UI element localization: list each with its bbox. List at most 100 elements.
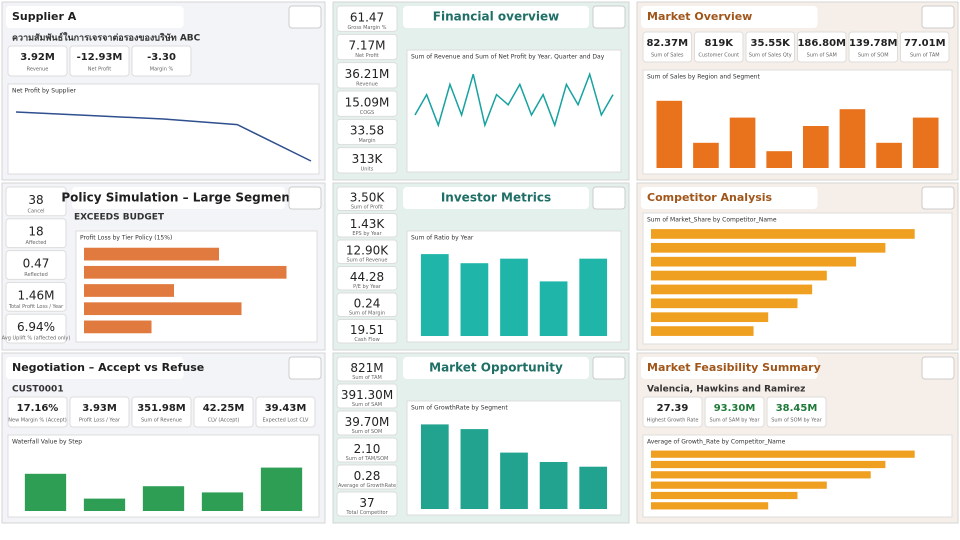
kpi-label: Revenue bbox=[356, 81, 378, 87]
kpi-card bbox=[642, 396, 703, 428]
kpi-label: Total Profit Loss / Year bbox=[8, 304, 64, 310]
kpi-value: 15.09M bbox=[345, 95, 390, 109]
kpi-value: 3.93M bbox=[82, 403, 117, 414]
bar bbox=[693, 142, 719, 168]
kpi-label: Sum of Margin bbox=[349, 310, 385, 316]
panel-subtitle: ความสัมพันธ์ในการเจรจาต่อรองของบริษัท AB… bbox=[12, 32, 201, 44]
panel-title: Market Opportunity bbox=[429, 361, 563, 375]
kpi-label: Sum of Revenue bbox=[141, 418, 182, 424]
kpi-value: 821M bbox=[350, 361, 383, 375]
bar bbox=[539, 281, 568, 336]
kpi-card bbox=[7, 45, 68, 77]
chart-card bbox=[406, 49, 622, 173]
kpi-value: -12.93M bbox=[77, 52, 123, 63]
kpi-label: Sum of SAM by Year bbox=[709, 418, 760, 424]
bar bbox=[729, 117, 756, 168]
kpi-label: Gross Margin % bbox=[347, 25, 386, 31]
kpi-label: Margin bbox=[358, 138, 375, 144]
kpi-value: 44.28 bbox=[350, 270, 384, 284]
kpi-value: 38.45M bbox=[776, 403, 818, 414]
panel-subtitle: EXCEEDS BUDGET bbox=[74, 213, 165, 223]
kpi-value: 18 bbox=[28, 225, 43, 239]
bar bbox=[766, 151, 793, 168]
bar bbox=[651, 502, 769, 510]
kpi-label: CLV (Accept) bbox=[208, 418, 240, 424]
bar bbox=[83, 498, 126, 511]
kpi-value: 1.43K bbox=[350, 217, 386, 231]
panel-title: Negotiation – Accept vs Refuse bbox=[12, 361, 204, 374]
title-bar bbox=[403, 187, 589, 209]
icon-box bbox=[592, 5, 626, 29]
bar bbox=[656, 100, 683, 168]
kpi-label: New Margin % (Accept) bbox=[8, 418, 66, 424]
title-bar bbox=[403, 357, 589, 379]
kpi-card bbox=[69, 396, 130, 428]
panel-title: Supplier A bbox=[12, 10, 77, 23]
icon-box bbox=[921, 356, 955, 380]
kpi-value: 27.39 bbox=[657, 403, 689, 414]
kpi-card bbox=[642, 31, 692, 63]
kpi-value: 0.28 bbox=[354, 469, 381, 483]
kpi-card bbox=[5, 250, 67, 280]
icon-box bbox=[288, 5, 322, 29]
chart-title: Average of Growth_Rate by Competitor_Nam… bbox=[647, 439, 786, 446]
bar bbox=[84, 265, 287, 279]
kpi-value: 77.01M bbox=[904, 38, 946, 49]
kpi-label: Sum of SAM bbox=[352, 402, 382, 408]
kpi-card bbox=[69, 45, 130, 77]
kpi-label: Sum of SOM bbox=[858, 53, 889, 59]
kpi-card bbox=[336, 437, 398, 463]
bar bbox=[651, 256, 857, 267]
kpi-label: Sum of SOM by Year bbox=[771, 418, 822, 424]
kpi-label: P/E by Year bbox=[353, 284, 382, 290]
kpi-card bbox=[336, 410, 398, 436]
title-bar bbox=[641, 357, 818, 379]
bar bbox=[84, 320, 152, 334]
chart-title: Sum of Ratio by Year bbox=[411, 235, 474, 242]
bar bbox=[876, 142, 902, 168]
kpi-value: 3.92M bbox=[20, 52, 55, 63]
bar bbox=[651, 491, 798, 500]
title-bar bbox=[641, 187, 818, 209]
kpi-value: 2.10 bbox=[354, 442, 381, 456]
kpi-card bbox=[336, 319, 398, 344]
kpi-card bbox=[336, 186, 398, 211]
kpi-label: Reflected bbox=[24, 272, 48, 278]
kpi-value: 391.30M bbox=[341, 388, 393, 402]
panel-title: Market Feasibility Summary bbox=[647, 361, 821, 374]
kpi-card bbox=[5, 218, 67, 249]
kpi-value: 12.90K bbox=[346, 244, 389, 258]
kpi-card bbox=[336, 33, 398, 61]
kpi-value: 35.55K bbox=[751, 38, 792, 49]
panel-title: Market Overview bbox=[647, 10, 752, 23]
chart-title: Profit Loss by Tier Policy (15%) bbox=[80, 235, 172, 242]
bar bbox=[201, 492, 244, 511]
chart-title: Net Profit by Supplier bbox=[12, 88, 77, 95]
line bbox=[414, 71, 614, 128]
kpi-card bbox=[336, 147, 398, 174]
bar bbox=[579, 466, 608, 509]
bar bbox=[142, 486, 185, 511]
kpi-card bbox=[336, 356, 398, 382]
kpi-card bbox=[336, 239, 398, 264]
kpi-value: 36.21M bbox=[345, 67, 390, 81]
kpi-label: Sum of Profit bbox=[351, 204, 383, 210]
kpi-value: 19.51 bbox=[350, 323, 384, 337]
kpi-label: Revenue bbox=[27, 67, 49, 73]
kpi-label: Units bbox=[361, 166, 374, 172]
bar bbox=[539, 462, 568, 509]
panel-title: Competitor Analysis bbox=[647, 191, 773, 204]
panel-title: Investor Metrics bbox=[441, 191, 551, 205]
kpi-value: 0.47 bbox=[23, 256, 50, 270]
kpi-label: Sum of Sales Qty bbox=[749, 53, 792, 59]
kpi-card bbox=[900, 31, 950, 63]
chart-card bbox=[7, 83, 320, 175]
kpi-value: 93.30M bbox=[714, 403, 756, 414]
kpi-value: 37 bbox=[359, 496, 374, 510]
kpi-card bbox=[336, 383, 398, 409]
icon-box bbox=[921, 186, 955, 210]
kpi-card bbox=[7, 396, 68, 428]
kpi-label: EPS by Year bbox=[352, 231, 382, 237]
kpi-card bbox=[5, 186, 67, 217]
icon-box bbox=[592, 186, 626, 210]
